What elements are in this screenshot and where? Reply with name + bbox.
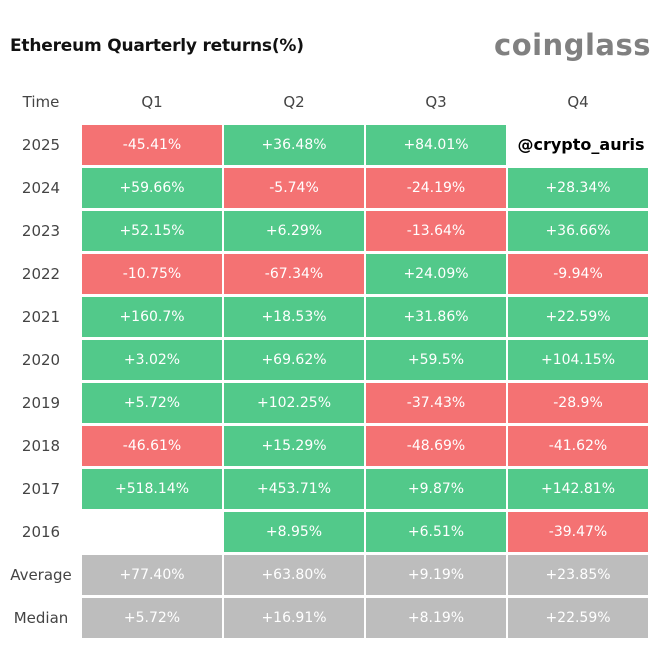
watermark-handle: @crypto_auris [517, 135, 645, 154]
cell-2023-q4: +36.66% [508, 211, 648, 251]
cell-2024-q3: -24.19% [366, 168, 506, 208]
row-label-2019: 2019 [21, 394, 61, 412]
row-label-2018: 2018 [21, 437, 61, 455]
coinglass-logo: coinglass [494, 28, 651, 62]
row-label-2017: 2017 [21, 480, 61, 498]
cell-2018-q4: -41.62% [508, 426, 648, 466]
cell-2024-q1: +59.66% [82, 168, 222, 208]
cell-2023-q1: +52.15% [82, 211, 222, 251]
cell-average-q2: +63.80% [224, 555, 364, 595]
cell-2023-q2: +6.29% [224, 211, 364, 251]
cell-2019-q4: -28.9% [508, 383, 648, 423]
cell-2017-q2: +453.71% [224, 469, 364, 509]
cell-average-q4: +23.85% [508, 555, 648, 595]
cell-2016-q1 [82, 512, 222, 552]
cell-2016-q2: +8.95% [224, 512, 364, 552]
cell-2022-q4: -9.94% [508, 254, 648, 294]
cell-median-q3: +8.19% [366, 598, 506, 638]
column-header-q1: Q1 [141, 93, 163, 111]
row-label-2021: 2021 [21, 308, 61, 326]
cell-2021-q2: +18.53% [224, 297, 364, 337]
cell-2016-q4: -39.47% [508, 512, 648, 552]
row-label-median: Median [13, 609, 69, 627]
cell-2017-q3: +9.87% [366, 469, 506, 509]
cell-2020-q1: +3.02% [82, 340, 222, 380]
cell-median-q4: +22.59% [508, 598, 648, 638]
cell-2019-q3: -37.43% [366, 383, 506, 423]
row-label-2020: 2020 [21, 351, 61, 369]
cell-2024-q4: +28.34% [508, 168, 648, 208]
cell-2021-q4: +22.59% [508, 297, 648, 337]
cell-2016-q3: +6.51% [366, 512, 506, 552]
cell-2022-q3: +24.09% [366, 254, 506, 294]
cell-average-q3: +9.19% [366, 555, 506, 595]
cell-average-q1: +77.40% [82, 555, 222, 595]
cell-2025-q1: -45.41% [82, 125, 222, 165]
cell-2025-q2: +36.48% [224, 125, 364, 165]
row-label-average: Average [10, 566, 72, 584]
cell-2025-q3: +84.01% [366, 125, 506, 165]
column-header-q4: Q4 [567, 93, 589, 111]
row-label-2025: 2025 [21, 136, 61, 154]
cell-2021-q3: +31.86% [366, 297, 506, 337]
cell-2018-q1: -46.61% [82, 426, 222, 466]
cell-2018-q3: -48.69% [366, 426, 506, 466]
row-label-2024: 2024 [21, 179, 61, 197]
cell-2020-q2: +69.62% [224, 340, 364, 380]
column-header-time: Time [22, 93, 60, 111]
cell-2019-q2: +102.25% [224, 383, 364, 423]
cell-median-q1: +5.72% [82, 598, 222, 638]
cell-2022-q1: -10.75% [82, 254, 222, 294]
column-header-q2: Q2 [283, 93, 305, 111]
cell-2023-q3: -13.64% [366, 211, 506, 251]
chart-title: Ethereum Quarterly returns(%) [10, 36, 304, 56]
cell-2020-q4: +104.15% [508, 340, 648, 380]
cell-2022-q2: -67.34% [224, 254, 364, 294]
row-label-2016: 2016 [21, 523, 61, 541]
cell-2024-q2: -5.74% [224, 168, 364, 208]
column-header-q3: Q3 [425, 93, 447, 111]
cell-2017-q4: +142.81% [508, 469, 648, 509]
cell-2017-q1: +518.14% [82, 469, 222, 509]
row-label-2022: 2022 [21, 265, 61, 283]
cell-2020-q3: +59.5% [366, 340, 506, 380]
cell-2019-q1: +5.72% [82, 383, 222, 423]
cell-2021-q1: +160.7% [82, 297, 222, 337]
row-label-2023: 2023 [21, 222, 61, 240]
cell-2018-q2: +15.29% [224, 426, 364, 466]
cell-median-q2: +16.91% [224, 598, 364, 638]
